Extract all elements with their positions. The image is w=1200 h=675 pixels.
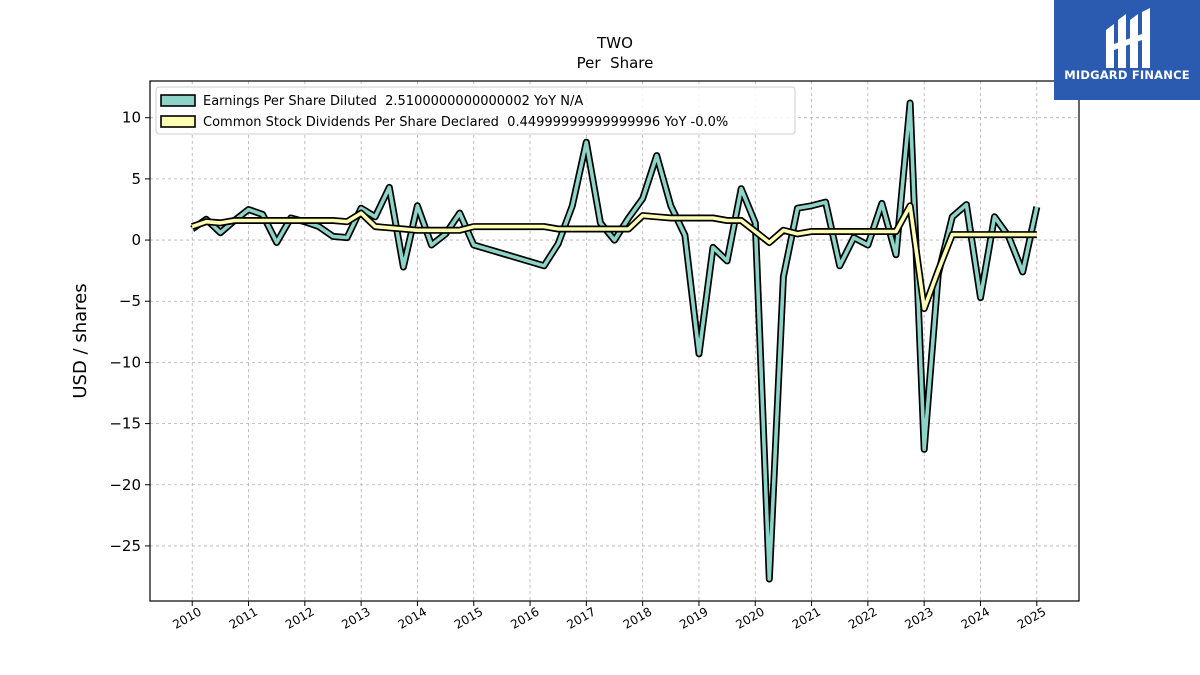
x-tick-label: 2023 xyxy=(902,604,935,631)
x-axis: 2010 2011 2012 2013 2014 2015 2016 2017 2018 2019… xyxy=(170,601,1048,632)
y-tick-label: 5 xyxy=(131,170,141,188)
grid xyxy=(150,81,1079,601)
y-tick-label: −10 xyxy=(109,353,141,371)
legend-label-eps: Earnings Per Share Diluted 2.51000000000… xyxy=(203,94,583,109)
x-tick-label: 2010 xyxy=(170,604,203,631)
x-tick-label: 2022 xyxy=(846,604,879,631)
x-tick-label: 2018 xyxy=(621,604,654,631)
x-tick-label: 2014 xyxy=(396,604,429,631)
x-tick-label: 2025 xyxy=(1015,604,1048,631)
y-axis: 10 5 0 −5 −10 −15 −20 −25 xyxy=(109,109,150,555)
legend-frame xyxy=(155,86,796,135)
y-tick-label: −25 xyxy=(109,537,141,555)
series-1 xyxy=(191,202,1037,313)
x-tick-label: 2024 xyxy=(959,604,992,631)
x-tick-label: 2020 xyxy=(733,604,766,631)
brand-logo: MIDGARD FINANCE xyxy=(1054,0,1200,100)
y-tick-label: 10 xyxy=(122,109,141,127)
series-layer xyxy=(190,99,1041,583)
series-0-outline xyxy=(190,99,1041,583)
y-tick-label: 0 xyxy=(131,231,141,249)
chart-subtitle: Per Share xyxy=(577,54,654,72)
legend-label-dividends: Common Stock Dividends Per Share Declare… xyxy=(203,115,728,130)
y-tick-label: −20 xyxy=(109,476,141,494)
x-tick-label: 2013 xyxy=(339,604,372,631)
legend-swatch-eps xyxy=(160,94,196,107)
legend-swatch-dividends xyxy=(160,115,196,128)
y-axis-label: USD / shares xyxy=(70,283,91,398)
x-tick-label: 2011 xyxy=(227,604,260,631)
x-tick-label: 2015 xyxy=(452,604,485,631)
legend: Earnings Per Share Diluted 2.51000000000… xyxy=(155,86,796,135)
y-tick-label: −15 xyxy=(109,415,141,433)
x-tick-label: 2017 xyxy=(565,604,598,631)
x-tick-label: 2016 xyxy=(508,604,541,631)
y-tick-label: −5 xyxy=(119,292,141,310)
series-0-line xyxy=(191,101,1039,581)
x-tick-label: 2021 xyxy=(790,604,823,631)
series-0 xyxy=(190,99,1041,583)
series-1-line xyxy=(191,204,1037,311)
chart-title: TWO xyxy=(596,34,633,52)
brand-name: MIDGARD FINANCE xyxy=(1064,68,1190,82)
brand-mark-icon xyxy=(1106,8,1150,68)
plot-area-frame xyxy=(149,80,1080,602)
x-tick-label: 2012 xyxy=(283,604,316,631)
x-tick-label: 2019 xyxy=(677,604,710,631)
